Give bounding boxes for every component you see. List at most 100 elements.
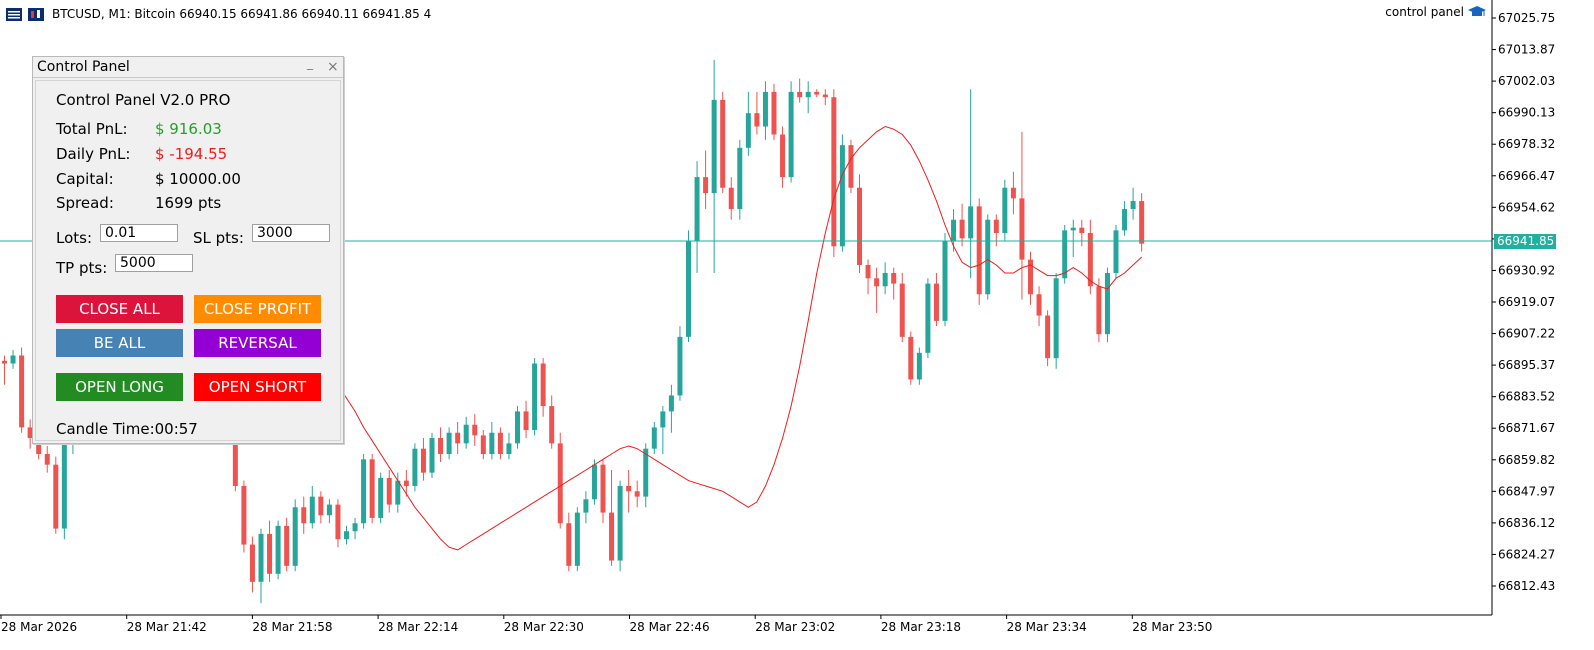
candle-body (771, 91, 777, 135)
candle-body (335, 504, 341, 540)
time-tick-label: 28 Mar 23:34 (1007, 620, 1087, 634)
price-tick-label: 66930.92 (1498, 263, 1555, 277)
candle-body (814, 91, 820, 95)
candle-body (865, 264, 871, 279)
candle-body (916, 352, 922, 380)
indicator-label: control panel (1385, 5, 1464, 19)
candle-body (728, 187, 734, 210)
minimize-icon[interactable]: _ (307, 56, 313, 70)
candle-body (1062, 230, 1068, 279)
candle-body (993, 219, 999, 234)
price-tick-label: 66919.07 (1498, 295, 1555, 309)
graduation-cap-icon[interactable] (1468, 5, 1486, 19)
spread-value: 1699 pts (155, 194, 222, 212)
control-panel-titlebar[interactable]: Control Panel _ × (33, 56, 343, 78)
candle-body (275, 525, 281, 574)
candle-body (566, 523, 572, 566)
indicator-label-group: control panel (1385, 5, 1486, 19)
be-all-button[interactable]: BE ALL (56, 329, 183, 357)
candle-body (839, 145, 845, 247)
price-tick-label: 66907.22 (1498, 327, 1555, 341)
candle-body (1019, 198, 1025, 260)
chart-header: BTCUSD, M1: Bitcoin 66940.15 66941.86 66… (6, 5, 431, 23)
candle-body (515, 411, 520, 444)
total-pnl-label: Total PnL: (56, 120, 128, 138)
lots-input[interactable]: 0.01 (100, 224, 178, 242)
open-short-button[interactable]: OPEN SHORT (194, 373, 321, 401)
candle-body (848, 145, 854, 188)
candle-body (805, 91, 811, 98)
candle-body (677, 336, 683, 396)
tp-pts-input[interactable]: 5000 (115, 254, 193, 272)
time-tick-label: 28 Mar 21:58 (252, 620, 332, 634)
daily-pnl-value: $ -194.55 (155, 145, 228, 163)
candle-body (497, 432, 503, 455)
price-tick-label: 66812.43 (1498, 579, 1555, 593)
candle-body (523, 411, 529, 431)
candle-body (53, 464, 59, 529)
candle-body (344, 531, 349, 540)
close-icon[interactable]: × (327, 59, 339, 75)
candle-body (754, 113, 760, 127)
price-tick-label: 66990.13 (1498, 106, 1555, 120)
control-panel[interactable]: Control Panel _ × Control Panel V2.0 PRO… (32, 56, 344, 444)
sl-pts-input[interactable]: 3000 (252, 224, 330, 242)
capital-label: Capital: (56, 170, 114, 188)
price-axis[interactable]: 67025.75 67013.87 67002.03 66990.13 66978.32… (1492, 11, 1555, 593)
candle-body (899, 283, 905, 337)
control-panel-body: Control Panel V2.0 PRO Total PnL: $ 916.… (35, 80, 341, 441)
candle-body (703, 177, 709, 194)
candle-body (241, 485, 247, 545)
candle-body (36, 438, 42, 455)
price-tick-label: 66954.62 (1498, 200, 1555, 214)
time-axis[interactable]: 28 Mar 2026 28 Mar 21:42 28 Mar 21:58 28 Ma… (0, 615, 1212, 634)
capital-value: $ 10000.00 (155, 170, 241, 188)
sl-pts-label: SL pts: (193, 229, 244, 247)
candle-body (891, 272, 897, 284)
chart-type-icon[interactable] (28, 7, 44, 21)
candle-body (420, 448, 426, 473)
time-tick-label: 28 Mar 2026 (1, 620, 77, 634)
candle-body (1122, 209, 1128, 231)
close-all-button[interactable]: CLOSE ALL (56, 295, 183, 323)
time-tick-label: 28 Mar 23:18 (881, 620, 961, 634)
candle-body (480, 435, 486, 455)
candle-body (532, 363, 538, 431)
candle-body (959, 219, 965, 239)
close-profit-button[interactable]: CLOSE PROFIT (194, 295, 321, 323)
price-tick-label: 66847.97 (1498, 484, 1555, 498)
open-long-button[interactable]: OPEN LONG (56, 373, 183, 401)
candle-body (1028, 259, 1033, 295)
candle-body (1113, 230, 1119, 273)
candle-body (737, 147, 743, 210)
total-pnl-value: $ 916.03 (155, 120, 222, 138)
candle-body (908, 336, 914, 380)
tp-pts-label: TP pts: (56, 259, 108, 277)
price-tick-label: 66871.67 (1498, 421, 1555, 435)
price-tick-label: 67025.75 (1498, 11, 1555, 25)
candle-body (267, 533, 273, 574)
candle-body (985, 219, 991, 295)
candle-body (1036, 294, 1042, 316)
price-tick-label: 66895.37 (1498, 358, 1555, 372)
candle-body (378, 477, 384, 518)
candle-body (1045, 315, 1051, 359)
candle-body (455, 432, 461, 444)
candle-body (10, 355, 16, 364)
candle-body (686, 240, 691, 337)
candle-body (292, 507, 298, 566)
candle-body (780, 134, 786, 178)
spread-label: Spread: (56, 194, 114, 212)
candle-body (1070, 227, 1076, 231)
candle-body (403, 480, 409, 486)
candle-body (634, 491, 640, 497)
menu-icon[interactable] (6, 7, 22, 21)
candle-body (395, 480, 401, 505)
candle-body (489, 432, 495, 455)
candle-body (617, 485, 623, 561)
time-tick-label: 28 Mar 23:50 (1132, 620, 1212, 634)
candle-body (668, 395, 674, 412)
candle-body (386, 477, 392, 505)
reversal-button[interactable]: REVERSAL (194, 329, 321, 357)
